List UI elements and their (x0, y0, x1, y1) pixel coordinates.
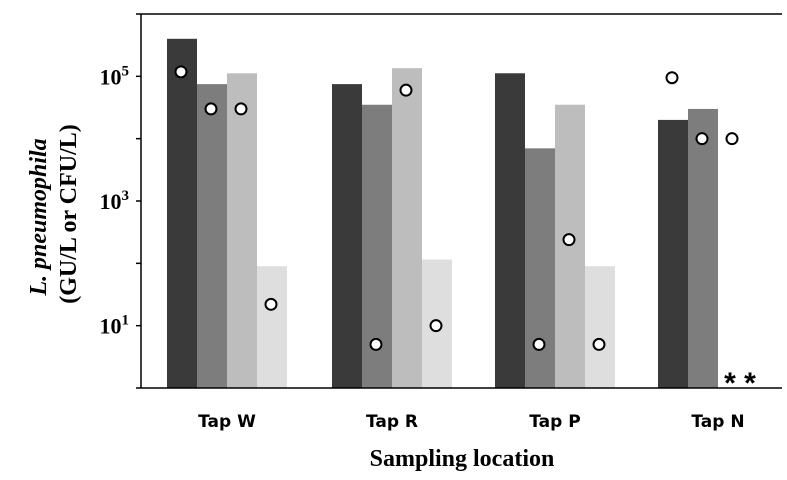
point-1-1 (369, 337, 383, 351)
category-label-1: Tap R (366, 412, 418, 432)
point-2-3 (592, 337, 606, 351)
point-3-0 (665, 71, 679, 85)
point-0-1 (204, 102, 218, 116)
y-tick-label-2: 105 (100, 63, 130, 89)
bar-0-2 (227, 73, 257, 388)
point-0-0 (174, 65, 188, 79)
bar-2-1 (525, 148, 555, 388)
bar-2-2 (555, 104, 585, 389)
point-1-2 (399, 83, 413, 97)
annotation-0: * * (724, 367, 756, 400)
point-2-2 (562, 233, 576, 247)
point-3-2 (725, 132, 739, 146)
y-tick-label-0: 101 (100, 313, 130, 339)
x-axis-title: Sampling location (370, 446, 555, 472)
bar-2-3 (585, 266, 615, 388)
point-1-3 (429, 319, 443, 333)
point-0-3 (264, 297, 278, 311)
bar-0-3 (257, 266, 287, 388)
plot-area (167, 38, 739, 389)
point-0-2 (234, 102, 248, 116)
category-label-0: Tap W (198, 412, 256, 432)
category-label-2: Tap P (529, 412, 580, 432)
y-axis-title-line1: L. pneumophila (26, 138, 52, 296)
bar-0-1 (197, 84, 227, 388)
axes: 101 103 105 Tap W Tap R Tap P Tap N * * (100, 13, 782, 432)
category-label-3: Tap N (691, 412, 744, 432)
point-3-1 (695, 132, 709, 146)
y-axis-title-line2: (GU/L or CFU/L) (56, 124, 82, 304)
bar-0-0 (167, 38, 197, 388)
bar-3-1 (688, 108, 718, 388)
bar-1-0 (332, 84, 362, 388)
bar-2-0 (495, 73, 525, 388)
y-tick-label-1: 103 (100, 188, 130, 214)
y-axis-title: L. pneumophila (GU/L or CFU/L) (26, 124, 82, 304)
bar-3-0 (658, 119, 688, 388)
point-2-1 (532, 337, 546, 351)
bar-1-2 (392, 68, 422, 388)
